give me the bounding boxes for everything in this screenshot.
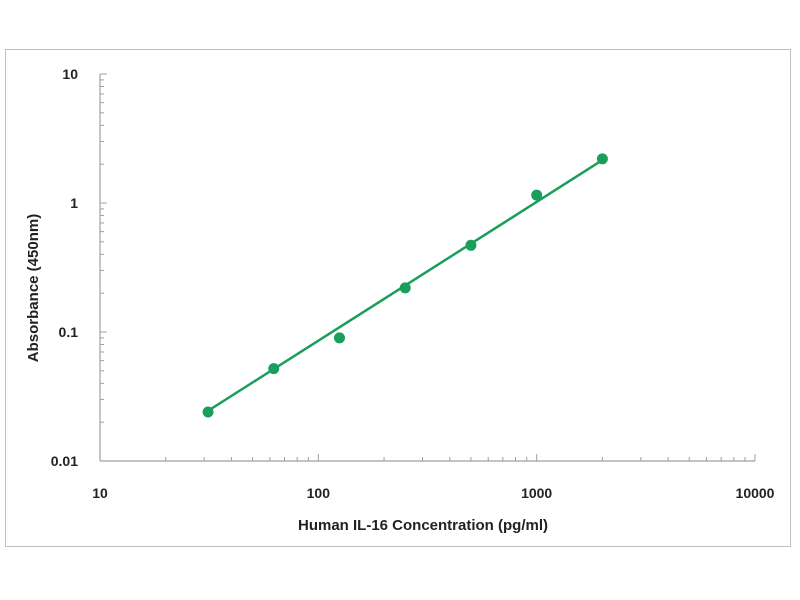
- x-tick-label: 1000: [521, 485, 552, 501]
- y-tick-label: 10: [62, 66, 78, 82]
- data-point: [465, 239, 477, 251]
- y-tick-label: 0.1: [59, 324, 79, 340]
- x-tick-label: 10000: [736, 485, 775, 501]
- x-tick-label: 10: [92, 485, 108, 501]
- y-axis-title: Absorbance (450nm): [25, 214, 42, 362]
- data-point: [202, 406, 214, 418]
- axes: [99, 74, 755, 462]
- data-point: [531, 189, 543, 201]
- data-point: [333, 332, 345, 344]
- x-axis-title: Human IL-16 Concentration (pg/ml): [298, 517, 548, 534]
- data-point: [399, 282, 411, 294]
- chart-frame: [5, 49, 791, 547]
- y-tick-label: 0.01: [51, 453, 78, 469]
- data-points: [202, 153, 608, 418]
- x-tick-label: 100: [307, 485, 331, 501]
- ticks: [99, 73, 756, 462]
- tick-labels: 10 100 1000 10000 0.01 0.1 1 10: [51, 66, 775, 501]
- data-point: [268, 363, 280, 375]
- y-tick-label: 1: [70, 195, 78, 211]
- data-point: [596, 153, 608, 165]
